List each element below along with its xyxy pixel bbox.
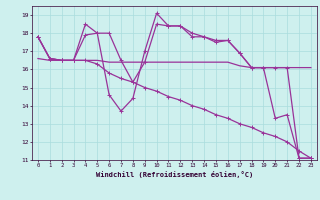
X-axis label: Windchill (Refroidissement éolien,°C): Windchill (Refroidissement éolien,°C) <box>96 171 253 178</box>
